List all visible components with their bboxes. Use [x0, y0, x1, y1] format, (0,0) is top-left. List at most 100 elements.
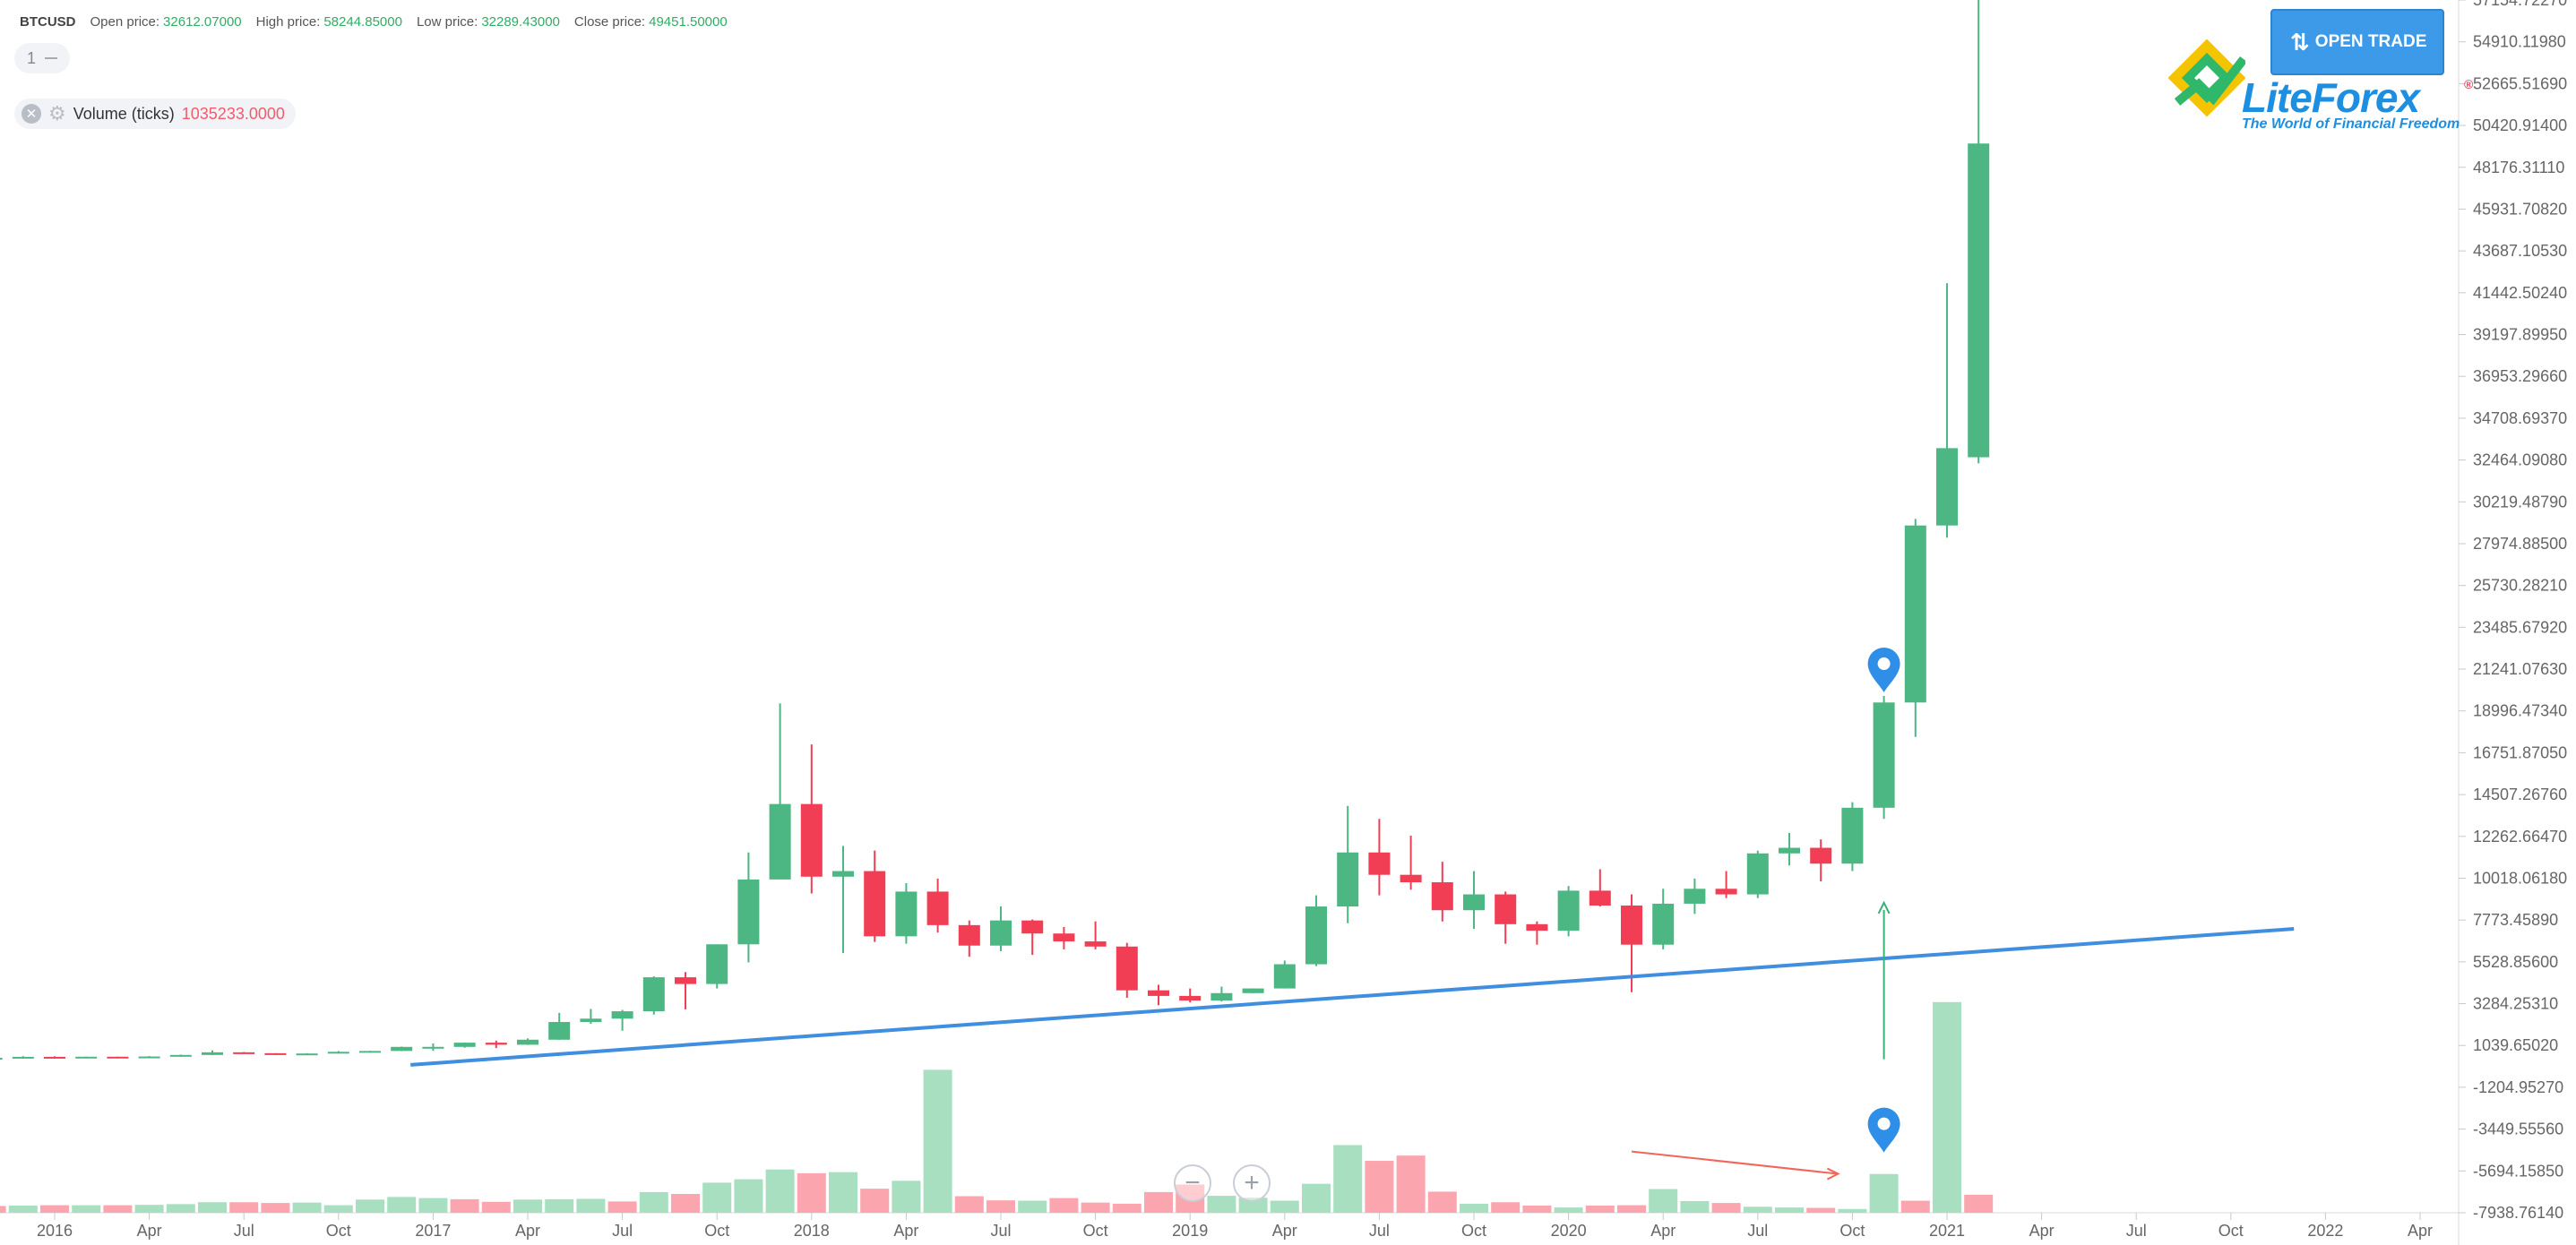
- volume-bar: [892, 1181, 921, 1213]
- close-price: Close price: 49451.50000: [574, 14, 728, 30]
- volume-bar: [765, 1169, 795, 1213]
- volume-bar: [1049, 1198, 1079, 1213]
- candle-body: [1400, 874, 1422, 883]
- price-axis-label: 41442.50240: [2473, 284, 2567, 302]
- price-axis-label: -7938.76140: [2473, 1204, 2563, 1222]
- candle-body: [895, 891, 918, 937]
- volume-bar: [954, 1196, 984, 1213]
- close-price-label: Close price:: [573, 13, 646, 30]
- volume-bar: [1238, 1198, 1268, 1213]
- candle-body: [769, 803, 791, 880]
- candle-body: [1589, 890, 1611, 906]
- volume-bar: [734, 1179, 763, 1213]
- candle-body: [1810, 847, 1832, 864]
- arrow-right-line: [1631, 1150, 1839, 1175]
- candle-body: [44, 1056, 65, 1059]
- price-axis-label: 5528.85600: [2473, 953, 2558, 971]
- volume-bar: [1365, 1161, 1394, 1213]
- ohlc-header: BTCUSD Open price: 32612.07000 High price…: [20, 11, 728, 32]
- candle-body: [296, 1053, 318, 1056]
- time-axis-label: Oct: [326, 1222, 351, 1240]
- candle-body: [1273, 964, 1296, 989]
- interval-selector[interactable]: 1: [14, 43, 70, 73]
- time-axis-label: Apr: [2408, 1222, 2433, 1240]
- zoom-in-button[interactable]: +: [1233, 1164, 1271, 1202]
- candle-body: [1968, 143, 1990, 458]
- candle-body: [1904, 525, 1926, 703]
- open-trade-button[interactable]: ⇅ OPEN TRADE: [2270, 9, 2444, 75]
- indicator-name: Volume (ticks): [73, 104, 175, 123]
- minimize-icon[interactable]: [45, 57, 57, 59]
- price-axis-label: 16751.87050: [2473, 743, 2567, 761]
- volume-bar: [356, 1199, 384, 1213]
- volume-bar: [1207, 1196, 1236, 1213]
- volume-bar: [1869, 1173, 1899, 1213]
- time-axis-label: Oct: [704, 1222, 729, 1240]
- volume-bar: [1112, 1203, 1142, 1213]
- volume-bar: [1806, 1207, 1836, 1213]
- candle-body: [422, 1046, 444, 1049]
- time-axis-label: Jul: [1747, 1222, 1768, 1240]
- gear-icon[interactable]: ⚙: [48, 102, 66, 124]
- candle-body: [1148, 990, 1169, 996]
- support-trendline: [410, 927, 2295, 1067]
- candle-body: [958, 924, 980, 946]
- candle-body: [832, 871, 854, 877]
- volume-indicator-pill[interactable]: ✕ ⚙ Volume (ticks) 1035233.0000: [14, 99, 296, 129]
- volume-bar: [1775, 1207, 1804, 1213]
- candle-body: [548, 1022, 571, 1040]
- volume-bar: [986, 1200, 1015, 1213]
- arrows-up-down-icon: ⇅: [2290, 28, 2310, 56]
- low-price-value: 32289.43000: [481, 13, 560, 30]
- high-price-value: 58244.85000: [323, 13, 402, 30]
- price-axis-label: 30219.48790: [2473, 493, 2567, 511]
- volume-bar: [607, 1201, 637, 1213]
- candle-body: [1053, 933, 1075, 942]
- candle-body: [864, 871, 886, 937]
- time-axis-label: Apr: [2029, 1222, 2055, 1240]
- candle-body: [1715, 889, 1737, 895]
- marker-dot: [1877, 657, 1891, 671]
- candle-body: [138, 1056, 160, 1059]
- arrow-right-head: [1826, 1167, 1840, 1181]
- time-axis-label: Jul: [234, 1222, 254, 1240]
- price-axis-label: -3449.55560: [2473, 1120, 2563, 1138]
- time-axis-label: Apr: [515, 1222, 540, 1240]
- candle-body: [611, 1011, 633, 1019]
- candle-body: [233, 1052, 255, 1054]
- volume-bar: [1554, 1207, 1583, 1213]
- volume-bar: [1711, 1203, 1741, 1213]
- time-axis-label: Oct: [2218, 1222, 2244, 1240]
- volume-bar: [639, 1191, 668, 1213]
- time-axis-label: Jul: [1369, 1222, 1390, 1240]
- price-axis-label: 52665.51690: [2473, 74, 2567, 92]
- price-axis-label: 25730.28210: [2473, 577, 2567, 595]
- arrow-up-head: [1877, 900, 1891, 914]
- volume-bar: [1018, 1200, 1047, 1213]
- zoom-out-button[interactable]: −: [1174, 1164, 1211, 1202]
- price-axis-label: 54910.11980: [2473, 33, 2566, 51]
- price-axis-label: 14507.26760: [2473, 786, 2567, 803]
- price-axis-label: 36953.29660: [2473, 367, 2567, 385]
- candle-body: [1841, 807, 1864, 864]
- volume-bar: [8, 1206, 38, 1213]
- volume-bar: [261, 1203, 290, 1213]
- logo-tagline: The World of Financial Freedom: [2242, 116, 2460, 132]
- candle-body: [926, 891, 949, 925]
- candle-body: [1873, 702, 1895, 808]
- time-axis-label: 2018: [794, 1222, 830, 1240]
- time-axis-label: Oct: [1461, 1222, 1486, 1240]
- candle-body: [1621, 906, 1642, 945]
- close-icon[interactable]: ✕: [22, 104, 41, 124]
- time-axis-label: Apr: [137, 1222, 162, 1240]
- candle-body: [1084, 941, 1107, 947]
- time-axis-label: 2016: [37, 1222, 73, 1240]
- time-axis-label: Apr: [1272, 1222, 1297, 1240]
- volume-bar: [481, 1201, 511, 1213]
- symbol-label: BTCUSD: [20, 13, 76, 30]
- price-axis-label: 32464.09080: [2473, 451, 2567, 469]
- open-price-value: 32612.07000: [163, 13, 242, 30]
- candle-body: [1746, 853, 1769, 895]
- candle-body: [800, 803, 823, 877]
